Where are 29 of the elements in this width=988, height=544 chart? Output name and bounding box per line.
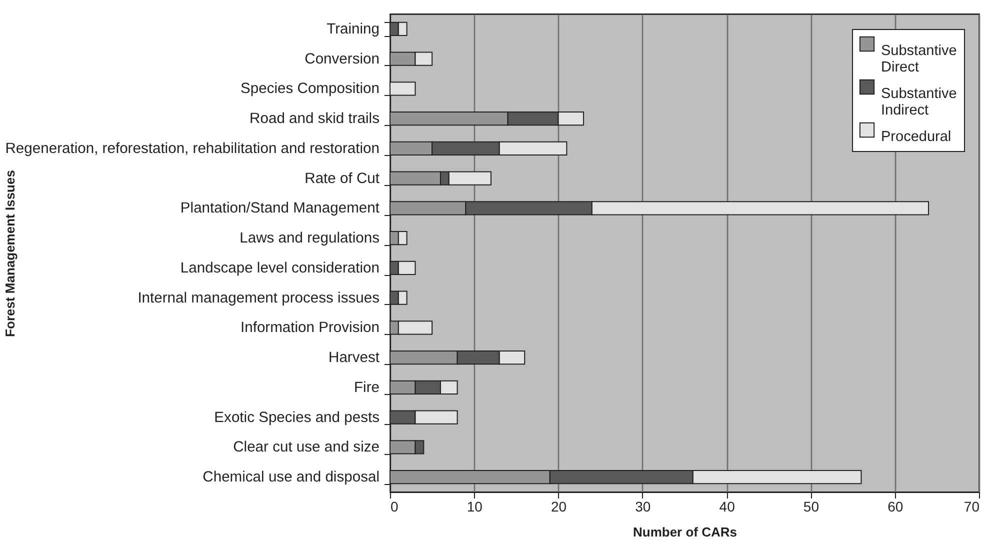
x-tick-label: 70 xyxy=(964,498,980,514)
x-tick-label: 60 xyxy=(888,498,904,514)
y-tick-label: Rate of Cut xyxy=(304,170,380,187)
y-tick-label: Information Provision xyxy=(240,320,380,336)
y-tick-label: Landscape level consideration xyxy=(180,260,380,276)
legend-label: Substantive Direct xyxy=(881,43,957,76)
y-tick-label: Species Composition xyxy=(240,81,380,98)
y-tick-label: Road and skid trails xyxy=(250,111,380,128)
legend-label: Procedural xyxy=(881,129,952,145)
y-tick-label: Internal management process issues xyxy=(138,290,380,306)
y-tick-label: Chemical use and disposal xyxy=(202,470,380,486)
x-tick-label: 50 xyxy=(803,498,820,514)
x-tick-label: 30 xyxy=(635,498,651,514)
legend-label: Substantive Indirect xyxy=(881,86,957,118)
x-tick-label: 0 xyxy=(390,498,398,514)
y-tick-label: Regeneration, reforestation, rehabilitation and restoration xyxy=(5,140,380,157)
y-axis-title: Forest Management Issues xyxy=(2,170,18,337)
y-tick-label: Conversion xyxy=(304,51,380,68)
x-axis-title: Number of CARs xyxy=(632,524,738,540)
x-tick-label: 40 xyxy=(719,498,736,514)
y-tick-label: Training xyxy=(326,21,380,38)
y-tick-label: Clear cut use and size xyxy=(233,440,380,456)
x-tick-label: 10 xyxy=(466,498,483,514)
y-tick-label: Harvest xyxy=(328,350,380,366)
y-tick-label: Fire xyxy=(354,380,380,396)
y-tick-label: Laws and regulations xyxy=(240,230,380,247)
x-tick-label: 20 xyxy=(550,498,567,514)
y-tick-label: Exotic Species and pests xyxy=(214,410,380,426)
y-tick-label: Plantation/Stand Management xyxy=(180,200,380,217)
